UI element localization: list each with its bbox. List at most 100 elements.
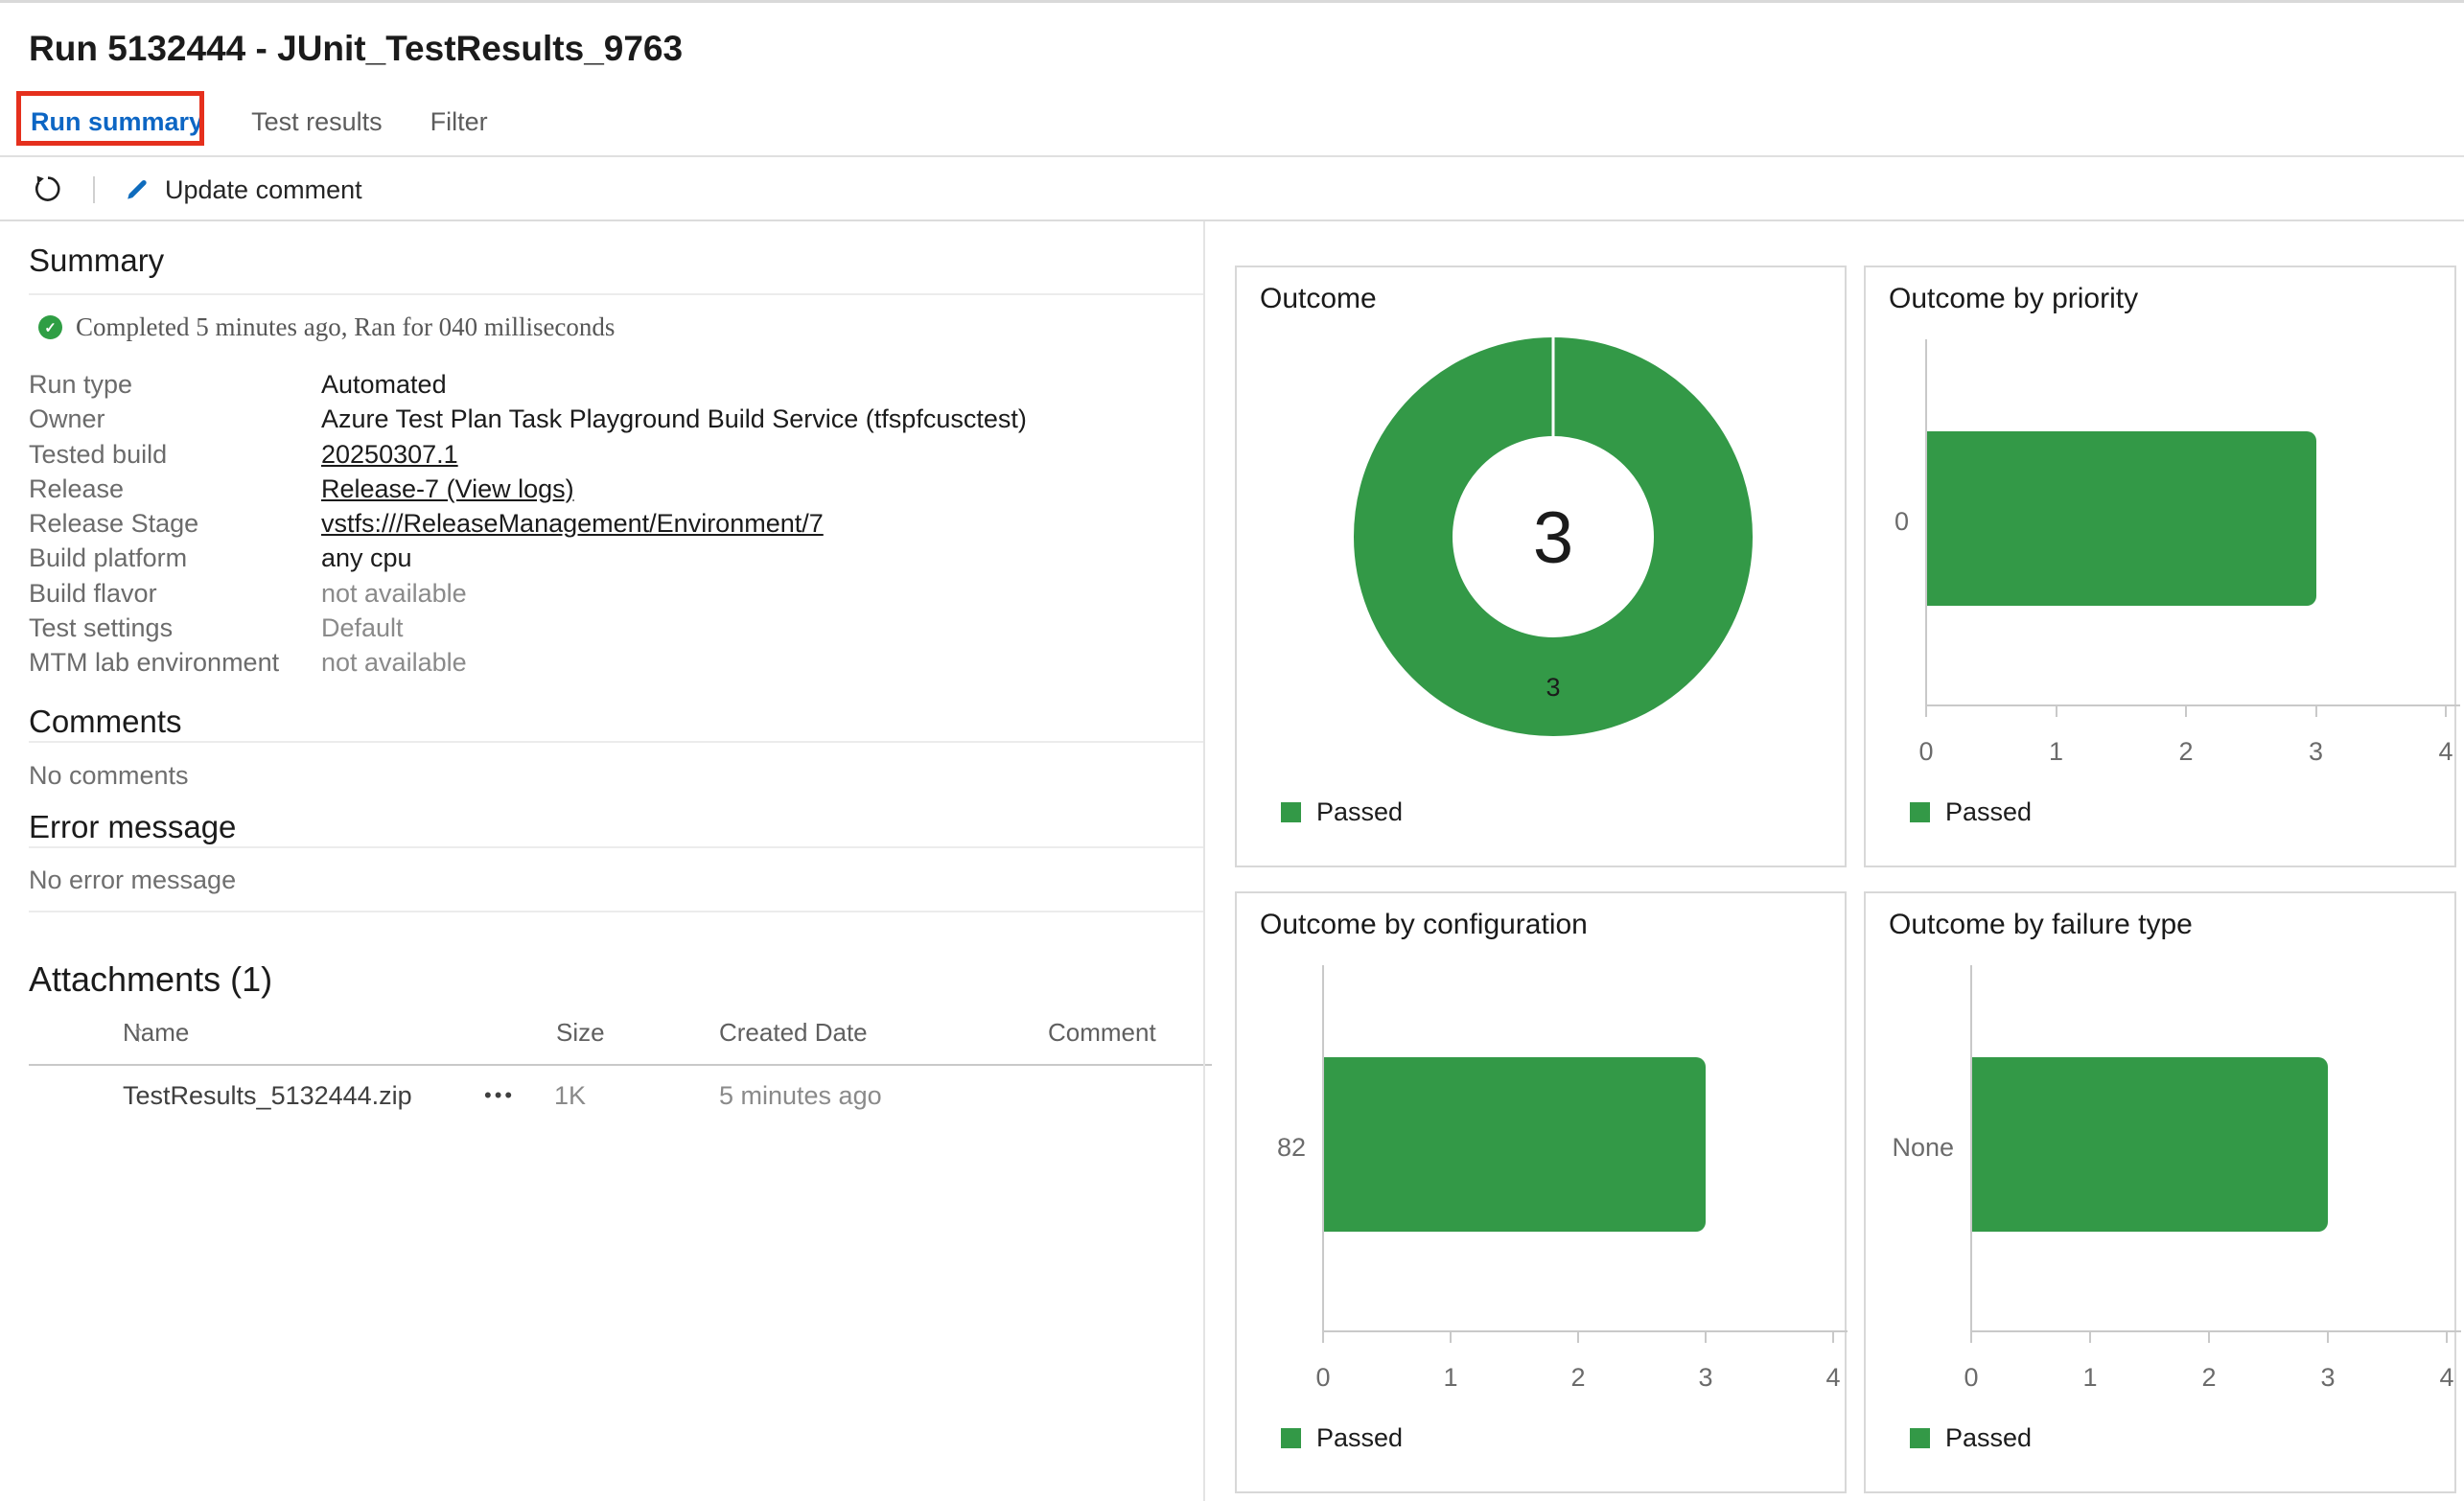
attachments-header-divider	[29, 1064, 1212, 1066]
legend-swatch-passed	[1281, 1428, 1301, 1448]
chart-card-outcome-by-priority: Outcome by priority 0 1 2 3 4 0 Passed	[1864, 266, 2460, 867]
legend-label-passed: Passed	[1945, 1423, 2033, 1452]
more-actions-icon[interactable]: •••	[484, 1083, 516, 1107]
refresh-button[interactable]	[32, 173, 62, 204]
x-tick-label: 2	[2201, 1363, 2217, 1392]
x-axis	[1925, 704, 2460, 706]
field-row: Build platform any cpu	[29, 541, 1203, 575]
x-tick-label: 2	[1570, 1363, 1586, 1392]
x-axis	[1970, 1330, 2461, 1332]
field-value-link[interactable]: vstfs:///ReleaseManagement/Environment/7	[321, 509, 824, 539]
legend-label-passed: Passed	[1316, 797, 1404, 826]
legend-swatch-passed	[1281, 802, 1301, 822]
bar-chart-plot: 0 1 2 3 4 82	[1237, 893, 1848, 1491]
field-value: not available	[321, 648, 467, 678]
field-label: MTM lab environment	[29, 648, 280, 678]
field-label: Owner	[29, 404, 105, 434]
tab-test-results[interactable]: Test results	[251, 106, 383, 136]
tab-filter[interactable]: Filter	[430, 106, 488, 136]
page-title: Run 5132444 - JUnit_TestResults_9763	[29, 29, 684, 68]
refresh-icon	[35, 175, 60, 201]
x-tick-label: 2	[2178, 737, 2194, 766]
attachments-heading: Attachments (1)	[29, 959, 273, 999]
no-error-message-text: No error message	[29, 866, 237, 894]
field-label: Release Stage	[29, 509, 199, 539]
pencil-icon	[128, 180, 147, 199]
bar-chart-plot: 0 1 2 3 4 0	[1866, 267, 2460, 866]
legend: Passed	[1910, 1423, 2032, 1453]
field-value: Default	[321, 613, 404, 643]
field-label: Test settings	[29, 613, 174, 643]
field-value: not available	[321, 578, 467, 608]
field-row: Run type Automated	[29, 367, 1203, 402]
attachment-name-link[interactable]: TestResults_5132444.zip	[123, 1081, 412, 1110]
update-comment-label[interactable]: Update comment	[165, 175, 362, 204]
run-status-text: Completed 5 minutes ago, Ran for 040 mil…	[76, 312, 616, 341]
donut-total-label: 3	[1533, 497, 1573, 579]
field-value: Automated	[321, 370, 447, 399]
field-value: Azure Test Plan Task Playground Build Se…	[321, 404, 1027, 434]
category-label: 82	[1276, 1133, 1306, 1162]
chart-title: Outcome by failure type	[1889, 909, 2193, 940]
section-divider	[29, 911, 1203, 912]
x-tick-mark	[1832, 1330, 1834, 1343]
x-tick-label: 4	[1825, 1363, 1841, 1392]
x-tick-mark	[1322, 1330, 1324, 1343]
x-tick-label: 3	[1698, 1363, 1713, 1392]
column-header-created-date[interactable]: Created Date	[719, 1018, 868, 1047]
field-label: Build platform	[29, 543, 188, 573]
category-label: None	[1892, 1133, 1954, 1162]
column-header-comment[interactable]: Comment	[1048, 1018, 1156, 1047]
x-tick-mark	[1450, 1330, 1452, 1343]
x-tick-label: 0	[1964, 1363, 1979, 1392]
field-row: Owner Azure Test Plan Task Playground Bui…	[29, 402, 1203, 436]
chart-title: Outcome by configuration	[1260, 909, 1588, 940]
x-axis	[1322, 1330, 1848, 1332]
attachment-size: 1K	[554, 1081, 587, 1110]
field-label: Tested build	[29, 439, 168, 469]
y-axis	[1970, 965, 1972, 1332]
y-axis	[1322, 965, 1324, 1332]
field-value-link[interactable]: 20250307.1	[321, 439, 458, 469]
legend-swatch-passed	[1910, 802, 1930, 822]
window-top-border	[0, 0, 2464, 3]
completed-check-icon: ✓	[38, 315, 62, 339]
toolbar-underline	[0, 219, 2464, 221]
error-message-heading: Error message	[29, 810, 1203, 848]
x-tick-label: 1	[2048, 737, 2064, 766]
chart-card-outcome-by-failure-type: Outcome by failure type 0 1 2 3 4 None Passed	[1864, 891, 2461, 1493]
x-tick-mark	[2314, 704, 2317, 717]
content-vertical-separator	[1203, 221, 1205, 1501]
field-row: Tested build 20250307.1	[29, 437, 1203, 472]
field-label: Release	[29, 473, 125, 503]
field-row: Release Stage vstfs:///ReleaseManagement/…	[29, 506, 1203, 541]
field-row: Test settings Default	[29, 611, 1203, 645]
field-row: Release Release-7 (View logs)	[29, 472, 1203, 506]
x-tick-label: 3	[2320, 1363, 2336, 1392]
field-label: Build flavor	[29, 578, 157, 608]
x-tick-mark	[2055, 704, 2057, 717]
update-comment-button[interactable]	[123, 174, 151, 203]
legend-label-passed: Passed	[1945, 797, 2033, 826]
y-axis	[1925, 339, 1927, 706]
column-header-size[interactable]: Size	[556, 1018, 605, 1047]
annotation-highlight-box	[16, 91, 204, 146]
summary-heading: Summary	[29, 242, 1203, 295]
x-tick-mark	[2089, 1330, 2091, 1343]
x-tick-mark	[1577, 1330, 1579, 1343]
attachment-created-date: 5 minutes ago	[719, 1081, 882, 1110]
x-tick-mark	[2445, 704, 2447, 717]
x-tick-mark	[1925, 704, 1927, 717]
legend: Passed	[1281, 1423, 1403, 1453]
chart-card-outcome: Outcome 3 3 Passed	[1235, 266, 1847, 867]
field-value: any cpu	[321, 543, 412, 573]
x-tick-mark	[2446, 1330, 2448, 1343]
tab-run-summary[interactable]: Run summary	[31, 106, 204, 136]
tab-underline	[0, 155, 2464, 157]
toolbar-divider	[93, 176, 95, 203]
field-row: Build flavor not available	[29, 576, 1203, 611]
bar-passed	[1927, 431, 2316, 606]
chart-title: Outcome	[1260, 283, 1377, 314]
field-label: Run type	[29, 370, 133, 399]
field-value-link[interactable]: Release-7 (View logs)	[321, 473, 574, 503]
